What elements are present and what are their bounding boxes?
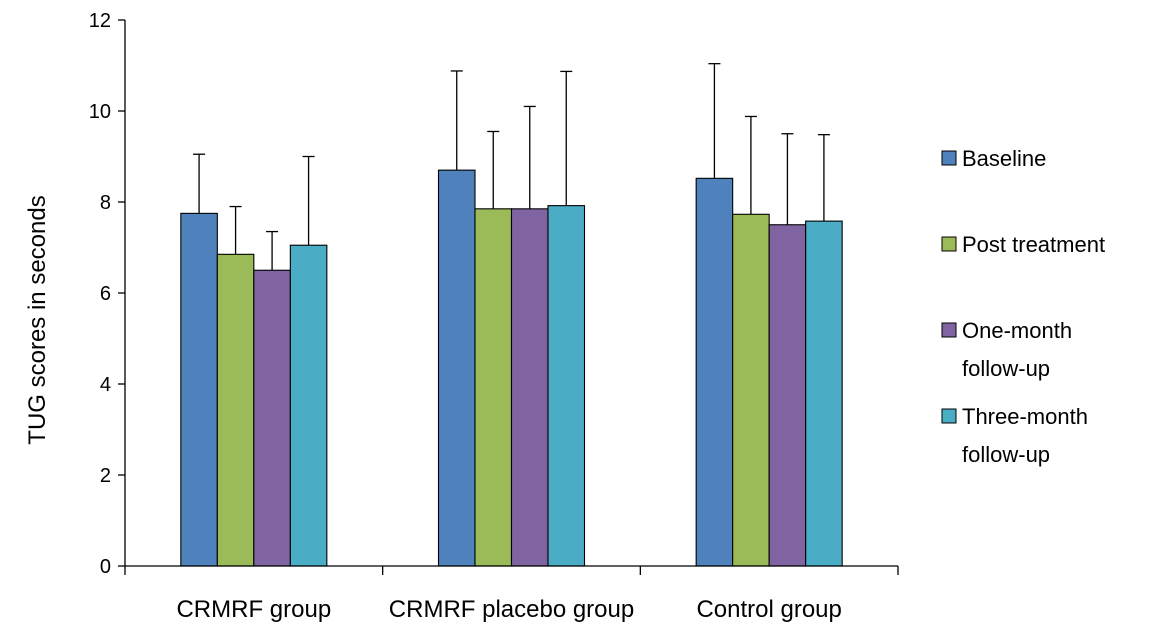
bar (253, 269, 291, 567)
y-tick-label: 10 (89, 101, 111, 123)
bars (180, 169, 843, 567)
legend-swatch (941, 322, 957, 338)
legend-label: Three-month (962, 404, 1088, 429)
x-category-label: CRMRF placebo group (389, 596, 634, 623)
y-tick-label: 4 (100, 374, 111, 396)
legend-swatch (941, 150, 957, 166)
legend-label: One-month (962, 318, 1072, 343)
bar (547, 205, 586, 567)
legend-label: follow-up (962, 442, 1050, 467)
y-axis-label: TUG scores in seconds (24, 195, 51, 444)
bar (732, 213, 770, 567)
bar (510, 208, 549, 567)
bar (695, 177, 734, 567)
axes: 0 2 4 6 8 10 12 CRMRF group CRMRF placebo group C… (89, 10, 899, 623)
legend-swatch (941, 236, 957, 252)
legend-label: Post treatment (962, 232, 1105, 257)
bar (768, 224, 807, 567)
legend-label: Baseline (962, 146, 1046, 171)
bar (474, 208, 513, 567)
legend-swatch (941, 408, 957, 424)
bar (437, 169, 476, 567)
bar (216, 253, 255, 567)
y-tick-label: 6 (100, 283, 111, 305)
y-tick-label: 12 (89, 10, 111, 32)
bar (180, 212, 218, 567)
y-axis-label-group: TUG scores in seconds (24, 195, 51, 444)
x-category-label: CRMRF group (176, 596, 331, 623)
x-category-label: Control group (696, 596, 841, 623)
legend-label: follow-up (962, 356, 1050, 381)
legend: Baseline Post treatment One-month follow-up… (941, 146, 1105, 467)
bar (289, 244, 328, 567)
error-bars (193, 63, 830, 271)
bar (805, 220, 843, 567)
y-tick-label: 2 (100, 465, 111, 487)
y-tick-label: 0 (100, 556, 111, 578)
y-tick-label: 8 (100, 192, 111, 214)
